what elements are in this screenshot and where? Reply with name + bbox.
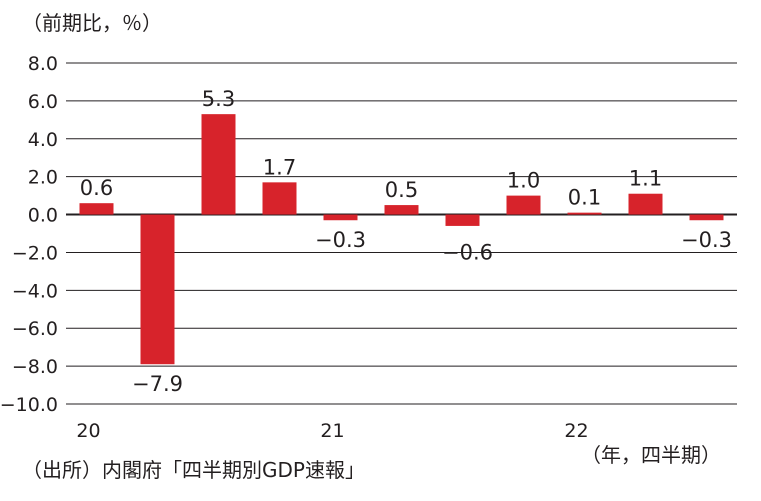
y-tick-label: 2.0: [28, 167, 58, 189]
data-label: −0.3: [315, 228, 366, 252]
data-label: −0.3: [681, 228, 732, 252]
data-label: 0.5: [385, 178, 418, 202]
bars: [79, 114, 724, 365]
x-tick-label: 21: [320, 420, 344, 442]
unit-label: （前期比，％）: [22, 11, 162, 35]
bar: [628, 193, 663, 215]
bar: [384, 205, 419, 215]
x-tick-label: 20: [76, 420, 100, 442]
bar: [323, 214, 358, 221]
data-label: 0.6: [80, 176, 113, 200]
x-tick-label: 22: [564, 420, 588, 442]
bar: [262, 182, 297, 215]
bar: [201, 114, 236, 215]
bar: [445, 214, 480, 226]
data-label: 1.7: [263, 155, 296, 179]
y-tick-label: 4.0: [28, 129, 58, 151]
data-label: −7.9: [132, 372, 183, 396]
bar: [689, 214, 724, 221]
bar: [140, 214, 175, 365]
y-tick-label: 8.0: [28, 53, 58, 75]
y-tick-label: −8.0: [12, 356, 58, 378]
y-tick-label: 6.0: [28, 91, 58, 113]
data-label: 5.3: [202, 87, 235, 111]
y-tick-label: −6.0: [12, 318, 58, 340]
data-label: −0.6: [442, 241, 493, 265]
source-note: （出所）内閣府「四半期別GDP速報」: [22, 458, 365, 482]
y-tick-label: −10.0: [0, 394, 58, 416]
y-tick-label: −4.0: [12, 280, 58, 302]
data-label: 1.0: [507, 169, 540, 193]
bar: [567, 212, 602, 215]
x-axis-year-labels: 20 21 22: [76, 420, 588, 442]
y-tick-label: 0.0: [28, 205, 58, 227]
bar: [506, 195, 541, 215]
data-labels: 0.6 −7.9 5.3 1.7 −0.3 0.5 1.0 0.1 1.1 −0.3 −0.6: [80, 87, 732, 396]
bar: [79, 203, 114, 215]
y-tick-label: −2.0: [12, 242, 58, 264]
y-axis-tick-labels: 8.0 6.0 4.0 2.0 0.0 −2.0 −4.0 −6.0 −8.0 −10.0: [0, 53, 58, 416]
data-label: 1.1: [629, 167, 662, 191]
data-label: 0.1: [568, 186, 601, 210]
x-unit-label: （年，四半期）: [581, 443, 721, 467]
